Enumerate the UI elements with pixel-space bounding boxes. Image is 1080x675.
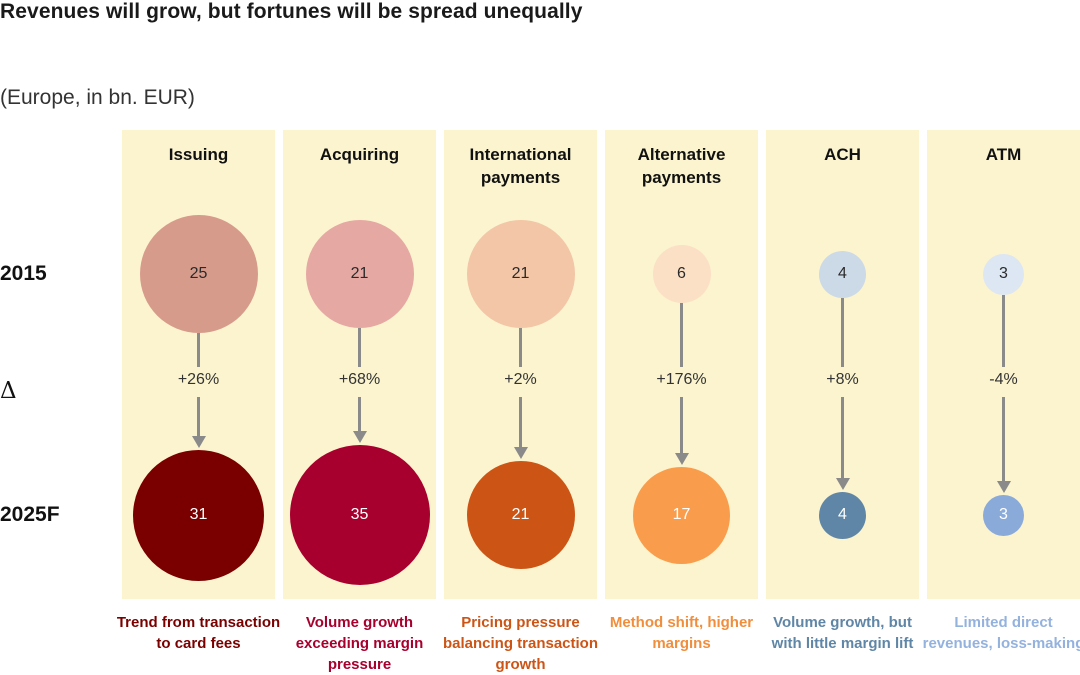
column-note-ach: Volume growth, but with little margin li… bbox=[760, 612, 926, 654]
bubble-2015-acquiring: 21 bbox=[306, 220, 414, 328]
bubble-2015-ach: 4 bbox=[819, 251, 866, 298]
change-label-acquiring: +68% bbox=[283, 371, 436, 389]
arrow-down-icon bbox=[997, 481, 1011, 493]
bubble-2025-international-payments: 21 bbox=[467, 461, 575, 569]
chart-title: Revenues will grow, but fortunes will be… bbox=[0, 0, 583, 24]
bubble-2025-ach: 4 bbox=[819, 492, 866, 539]
arrow-down-icon bbox=[836, 478, 850, 490]
connector-line-upper-ach bbox=[841, 298, 844, 368]
connector-line-upper-acquiring bbox=[358, 328, 361, 367]
column-note-acquiring: Volume growth exceeding margin pressure bbox=[277, 612, 443, 675]
connector-line-upper-issuing bbox=[197, 333, 200, 367]
change-label-issuing: +26% bbox=[122, 371, 275, 389]
change-label-international-payments: +2% bbox=[444, 371, 597, 389]
arrow-down-icon bbox=[353, 431, 367, 443]
connector-line-upper-international-payments bbox=[519, 328, 522, 367]
connector-line-lower-alternative-payments bbox=[680, 397, 683, 453]
column-header-atm: ATM bbox=[927, 143, 1080, 166]
row-label-2015: 2015 bbox=[0, 262, 47, 286]
bubble-2015-international-payments: 21 bbox=[467, 220, 575, 328]
column-header-ach: ACH bbox=[766, 143, 919, 166]
change-label-atm: -4% bbox=[927, 371, 1080, 389]
column-note-issuing: Trend from transaction to card fees bbox=[116, 612, 282, 654]
bubble-2015-atm: 3 bbox=[983, 254, 1024, 295]
bubble-2025-acquiring: 35 bbox=[290, 445, 430, 585]
column-note-international-payments: Pricing pressure balancing transaction g… bbox=[438, 612, 604, 675]
bubble-2025-alternative-payments: 17 bbox=[633, 467, 730, 564]
connector-line-lower-issuing bbox=[197, 397, 200, 436]
chart-subtitle: (Europe, in bn. EUR) bbox=[0, 86, 195, 110]
connector-line-lower-atm bbox=[1002, 397, 1005, 481]
column-header-alternative-payments: Alternative payments bbox=[605, 143, 758, 189]
column-note-atm: Limited direct revenues, loss-making bbox=[921, 612, 1080, 654]
bubble-2025-issuing: 31 bbox=[133, 450, 264, 581]
column-note-alternative-payments: Method shift, higher margins bbox=[599, 612, 765, 654]
row-label-2025f: 2025F bbox=[0, 503, 60, 527]
column-header-international-payments: International payments bbox=[444, 143, 597, 189]
connector-line-upper-alternative-payments bbox=[680, 303, 683, 367]
row-label-delta: Δ bbox=[0, 378, 17, 404]
arrow-down-icon bbox=[675, 453, 689, 465]
column-header-issuing: Issuing bbox=[122, 143, 275, 166]
arrow-down-icon bbox=[514, 447, 528, 459]
connector-line-upper-atm bbox=[1002, 295, 1005, 368]
arrow-down-icon bbox=[192, 436, 206, 448]
bubble-2025-atm: 3 bbox=[983, 495, 1024, 536]
connector-line-lower-acquiring bbox=[358, 397, 361, 431]
bubble-2015-issuing: 25 bbox=[140, 215, 258, 333]
change-label-alternative-payments: +176% bbox=[605, 371, 758, 389]
column-header-acquiring: Acquiring bbox=[283, 143, 436, 166]
connector-line-lower-ach bbox=[841, 397, 844, 478]
bubble-2015-alternative-payments: 6 bbox=[653, 245, 711, 303]
connector-line-lower-international-payments bbox=[519, 397, 522, 447]
change-label-ach: +8% bbox=[766, 371, 919, 389]
